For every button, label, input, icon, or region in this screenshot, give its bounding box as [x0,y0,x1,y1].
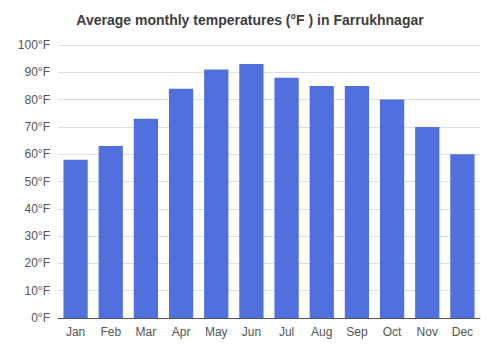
svg-text:80°F: 80°F [25,93,50,107]
svg-text:Oct: Oct [383,325,402,339]
svg-text:May: May [205,325,228,339]
svg-text:Sep: Sep [346,325,368,339]
svg-text:70°F: 70°F [25,120,50,134]
svg-text:Apr: Apr [172,325,191,339]
svg-text:50°F: 50°F [25,175,50,189]
svg-text:Average monthly temperatures (: Average monthly temperatures (°F ) in Fa… [76,12,424,28]
svg-text:Jul: Jul [279,325,294,339]
svg-text:30°F: 30°F [25,229,50,243]
svg-text:0°F: 0°F [31,311,50,325]
svg-text:10°F: 10°F [25,284,50,298]
svg-text:Jan: Jan [66,325,85,339]
svg-text:Dec: Dec [452,325,473,339]
svg-text:90°F: 90°F [25,65,50,79]
svg-text:100°F: 100°F [18,38,50,52]
svg-text:Jun: Jun [242,325,261,339]
svg-text:Aug: Aug [311,325,332,339]
svg-text:40°F: 40°F [25,202,50,216]
svg-text:Mar: Mar [136,325,157,339]
svg-text:Nov: Nov [417,325,438,339]
svg-text:Feb: Feb [100,325,121,339]
svg-text:60°F: 60°F [25,147,50,161]
svg-text:20°F: 20°F [25,256,50,270]
